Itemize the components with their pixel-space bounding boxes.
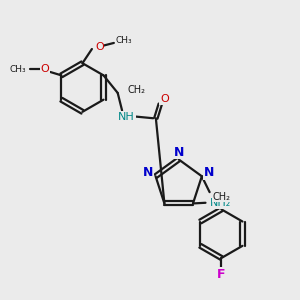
Text: N: N [204, 167, 214, 179]
Text: CH₂: CH₂ [127, 85, 145, 94]
Text: O: O [95, 42, 104, 52]
Text: CH₂: CH₂ [212, 191, 230, 202]
Text: NH: NH [118, 112, 135, 122]
Text: NH₂: NH₂ [210, 198, 231, 208]
Text: N: N [143, 167, 153, 179]
Text: O: O [41, 64, 50, 74]
Text: CH₃: CH₃ [116, 36, 132, 45]
Text: O: O [160, 94, 169, 104]
Text: F: F [217, 268, 226, 281]
Text: N: N [173, 146, 184, 158]
Text: CH₃: CH₃ [9, 65, 26, 74]
